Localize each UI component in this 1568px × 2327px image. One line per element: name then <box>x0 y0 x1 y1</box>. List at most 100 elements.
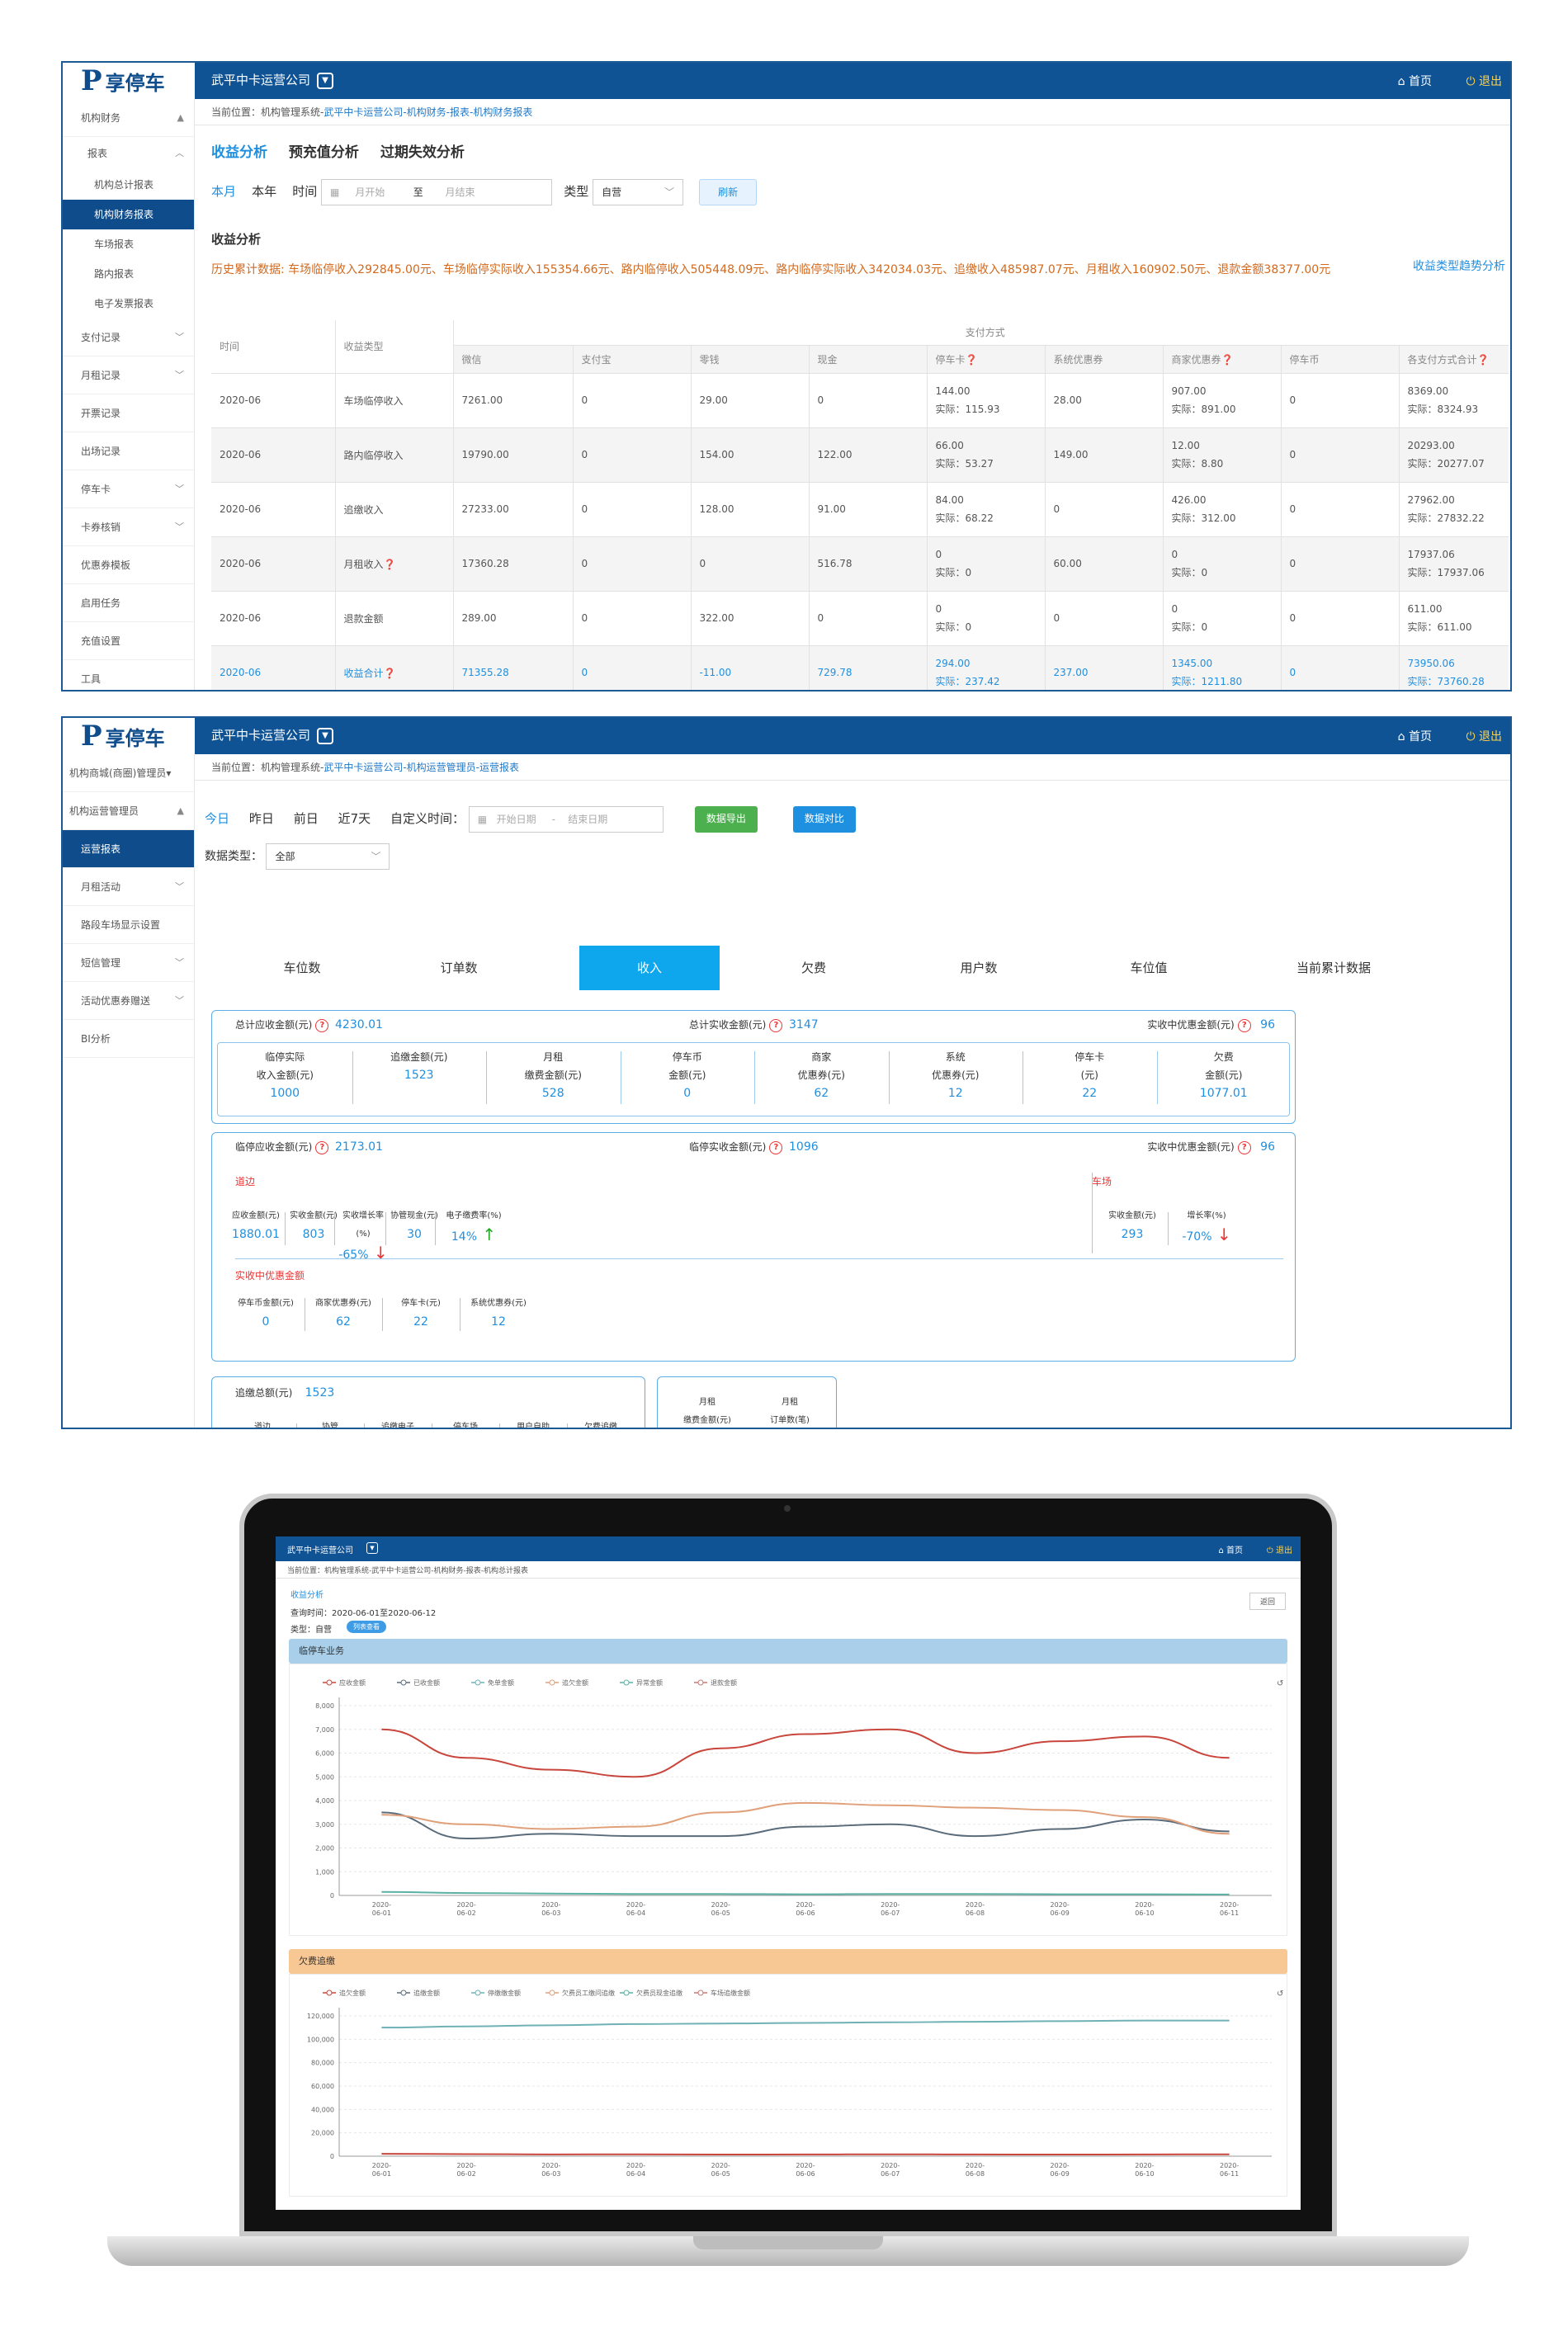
sidebar-sub-item[interactable]: 路内报表 <box>94 268 135 280</box>
sidebar-item[interactable]: 月租活动 ﹀ <box>63 868 194 906</box>
sidebar-item[interactable]: 停车卡 ﹀ <box>63 470 194 508</box>
help-icon[interactable]: ? <box>769 1018 783 1032</box>
logout-link[interactable]: ⏻ 退出 <box>1466 75 1502 88</box>
series-line <box>381 1811 1230 1840</box>
sidebar-item[interactable]: 路段车场显示设置 <box>63 906 194 944</box>
x-tick-label: 06-09 <box>1051 2170 1070 2178</box>
chevron-down-icon: ﹀ <box>175 484 184 494</box>
cell-value: 426.00 <box>1171 493 1207 506</box>
sidebar-item[interactable]: 充值设置 <box>63 622 194 660</box>
sidebar-item[interactable]: 活动优惠券赠送 ﹀ <box>63 982 194 1020</box>
month-range-input[interactable]: ▦ 月开始 至 月结束 <box>320 178 552 205</box>
screen-finance-report: P 享停车 武平中卡运营公司 ▼ ⌂ 首页 ⏻ 退出 机构财务 ▲ 报表 ︿ 机构总计报… <box>61 61 1512 691</box>
x-tick-label: 2020- <box>456 2162 475 2169</box>
company-selector[interactable]: 武平中卡运营公司 ▼ <box>211 726 334 744</box>
chevron-up-icon: ▲ <box>177 805 184 816</box>
sidebar-item[interactable]: 启用任务 <box>63 584 194 622</box>
table-cell: 0 实际：0 <box>926 591 1045 646</box>
filter-this-year[interactable]: 本年 <box>252 184 277 199</box>
refresh-button[interactable]: 刷新 <box>699 178 758 205</box>
tab-expired-analysis[interactable]: 过期失效分析 <box>380 144 465 161</box>
top-bar: 武平中卡运营公司 ▼ ⌂ 首页 ⏻ 退出 <box>276 1536 1301 1561</box>
help-icon[interactable]: ? <box>1237 1140 1251 1154</box>
sidebar-item[interactable]: 卡券核销 ﹀ <box>63 508 194 546</box>
filter-yesterday[interactable]: 昨日 <box>248 811 274 826</box>
cell-value: 追缴收入 <box>343 503 384 516</box>
table-cell: 28.00 <box>1044 373 1163 428</box>
tab-prepaid-analysis[interactable]: 预充值分析 <box>288 144 359 161</box>
export-button[interactable]: 数据导出 <box>694 805 758 833</box>
x-tick-label: 06-05 <box>711 2170 730 2178</box>
cell-value: 收益合计❓ <box>343 667 396 679</box>
dropdown-icon[interactable]: ▼ <box>317 727 334 744</box>
sidebar-item[interactable]: 支付记录 ﹀ <box>63 319 194 356</box>
sidebar-item[interactable]: 优惠券模板 <box>63 546 194 584</box>
tab-space-value[interactable]: 车位值 <box>1130 961 1168 975</box>
list-view-tag[interactable]: 列表查看 <box>347 1621 386 1633</box>
help-icon[interactable]: ? <box>315 1018 329 1032</box>
sidebar-group[interactable]: 机构运营管理员 ▲ <box>63 792 194 830</box>
sidebar-item-report[interactable]: 报表 ︿ <box>63 137 194 170</box>
income-table: 时间 收益类型 支付方式 微信 支付宝 零钱 现金 停车卡❓ 系统优惠券 商家优… <box>211 320 1509 690</box>
legend-label: 欠费员工缴问追缴 <box>562 1989 615 1997</box>
tab-parking-spaces[interactable]: 车位数 <box>283 961 321 975</box>
tab-arrears[interactable]: 欠费 <box>801 961 826 975</box>
filter-last-7-days[interactable]: 近7天 <box>338 811 371 826</box>
sidebar-sub-item[interactable]: 电子发票报表 <box>94 298 154 309</box>
help-icon[interactable]: ? <box>1237 1018 1251 1032</box>
x-tick-label: 2020- <box>796 1901 815 1909</box>
x-tick-label: 06-07 <box>881 1909 900 1917</box>
sidebar-item[interactable]: 月租记录 ﹀ <box>63 356 194 394</box>
filter-this-month[interactable]: 本月 <box>211 184 237 199</box>
help-icon[interactable]: ? <box>315 1140 329 1154</box>
cell-value: 0 <box>1171 602 1178 615</box>
sidebar-group-finance[interactable]: 机构财务 ▲ <box>63 99 194 137</box>
table-cell: 0 实际：0 <box>1162 591 1281 646</box>
table-cell: 0 实际：0 <box>926 536 1045 592</box>
sidebar-sub-item[interactable]: 车场报表 <box>94 238 135 250</box>
cell-value: 实际：8324.93 <box>1407 403 1479 415</box>
home-link[interactable]: ⌂ 首页 <box>1397 75 1432 88</box>
metric-value: 528 <box>541 1087 564 1100</box>
cell-value: 1345.00 <box>1171 657 1213 669</box>
company-selector[interactable]: 武平中卡运营公司 ▼ <box>211 71 334 89</box>
logout-link[interactable]: ⏻ 退出 <box>1266 1546 1292 1555</box>
logout-link[interactable]: ⏻ 退出 <box>1466 730 1502 743</box>
compare-button[interactable]: 数据对比 <box>792 805 856 833</box>
tab-income-analysis[interactable]: 收益分析 <box>211 144 267 161</box>
chevron-down-icon: ﹀ <box>175 370 184 380</box>
y-tick-label: 100,000 <box>307 2036 334 2043</box>
data-type-select[interactable]: 全部 ﹀ <box>266 843 390 870</box>
dropdown-icon[interactable]: ▼ <box>317 72 334 89</box>
tab-users[interactable]: 用户数 <box>960 961 998 975</box>
sidebar-item[interactable]: 工具 <box>63 660 194 690</box>
home-link[interactable]: ⌂ 首页 <box>1218 1546 1243 1555</box>
tab-cumulative[interactable]: 当前累计数据 <box>1296 961 1371 975</box>
filter-day-before[interactable]: 前日 <box>293 811 319 826</box>
filter-today[interactable]: 今日 <box>205 811 230 826</box>
type-select[interactable]: 自营 ﹀ <box>593 178 684 205</box>
col-header: 停车卡❓ <box>926 345 1045 374</box>
company-selector[interactable]: 武平中卡运营公司 <box>287 1546 353 1555</box>
sidebar-item[interactable]: 短信管理 ﹀ <box>63 944 194 982</box>
tab-orders[interactable]: 订单数 <box>440 961 478 975</box>
date-range-input[interactable]: ▦ 开始日期 - 结束日期 <box>468 805 664 833</box>
sidebar-sub-item[interactable]: 机构总计报表 <box>94 179 154 191</box>
sidebar-item[interactable]: BI分析 <box>63 1020 194 1058</box>
logo: P 享停车 <box>63 718 195 754</box>
table-row: 2020-06 车场临停收入 7261.00 0 29.00 0 144.00 实际：115.… <box>211 373 1509 428</box>
back-button[interactable]: 返回 <box>1249 1593 1286 1610</box>
tab-income[interactable]: 收入 <box>579 946 720 990</box>
sidebar-item-active[interactable]: 运营报表 <box>63 830 194 868</box>
divider <box>296 1423 297 1428</box>
sidebar-item[interactable]: 开票记录 <box>63 394 194 432</box>
home-link[interactable]: ⌂ 首页 <box>1397 730 1432 743</box>
help-icon[interactable]: ? <box>769 1140 783 1154</box>
sidebar-item[interactable]: 出场记录 <box>63 432 194 470</box>
sidebar-role-selector[interactable]: 机构商城(商圈)管理员▾ <box>63 754 194 792</box>
cell-value: 29.00 <box>699 394 728 406</box>
type-label: 类型 <box>564 184 589 199</box>
dropdown-icon[interactable]: ▼ <box>366 1542 378 1554</box>
trend-analysis-link[interactable]: 收益类型趋势分析 <box>1413 260 1505 273</box>
sidebar-sub-item-active[interactable]: 机构财务报表 <box>63 200 194 229</box>
